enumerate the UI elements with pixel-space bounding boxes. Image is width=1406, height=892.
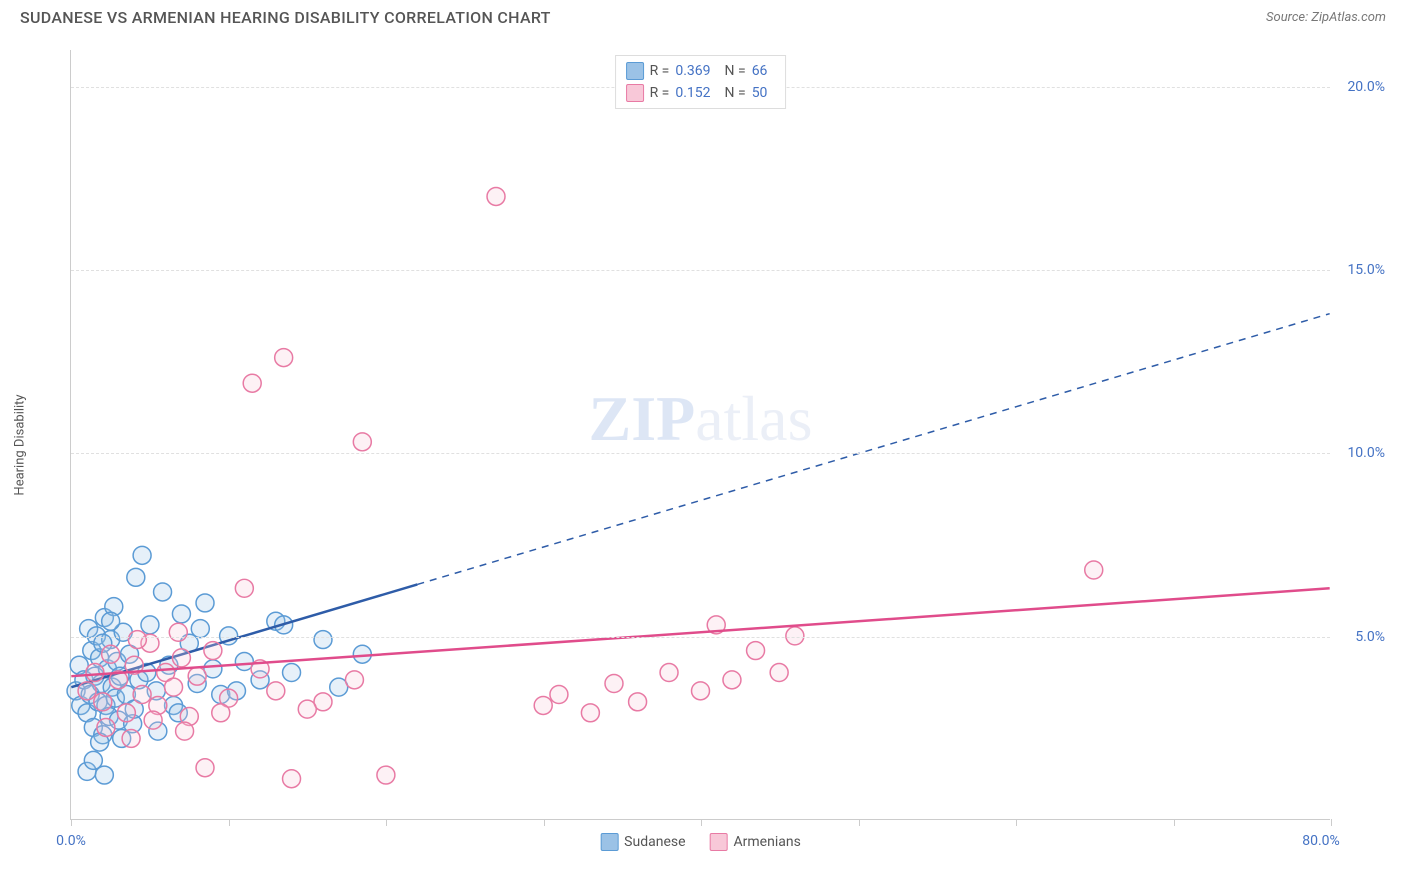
scatter-point-armenians [243,374,261,392]
scatter-point-armenians [605,675,623,693]
scatter-point-armenians [550,686,568,704]
n-label: N = [725,85,746,101]
x-tick-label: 0.0% [56,833,86,849]
y-tick-label: 5.0% [1355,629,1385,645]
x-tick [1174,819,1175,826]
grid-line [71,270,1330,271]
r-value-sudanese: 0.369 [675,63,710,79]
scatter-point-armenians [723,671,741,689]
scatter-point-armenians [629,693,647,711]
y-tick-label: 10.0% [1347,445,1385,461]
scatter-point-sudanese [127,568,145,586]
n-value-armenians: 50 [752,85,768,101]
legend-swatch-armenians-bottom [710,833,728,851]
scatter-point-armenians [165,678,183,696]
legend-correlation-box: R = 0.369 N = 66 R = 0.152 N = 50 [615,55,787,109]
scatter-point-armenians [660,664,678,682]
x-tick [1016,819,1017,826]
scatter-point-armenians [169,623,187,641]
scatter-point-sudanese [196,594,214,612]
legend-swatch-sudanese [626,62,644,80]
legend-swatch-sudanese-bottom [600,833,618,851]
scatter-point-armenians [345,671,363,689]
scatter-point-armenians [692,682,710,700]
legend-swatch-armenians [626,84,644,102]
scatter-point-armenians [133,686,151,704]
scatter-point-sudanese [283,664,301,682]
scatter-point-armenians [534,696,552,714]
scatter-point-armenians [267,682,285,700]
source-attribution: Source: ZipAtlas.com [1266,10,1386,25]
scatter-point-armenians [78,682,96,700]
y-axis-label: Hearing Disability [13,394,28,495]
plot-area: ZIPatlas R = 0.369 N = 66 R = 0.152 N = … [70,50,1330,820]
scatter-point-armenians [212,704,230,722]
legend-item-armenians: Armenians [710,833,801,851]
scatter-point-sudanese [141,616,159,634]
scatter-point-armenians [275,349,293,367]
scatter-point-armenians [1085,561,1103,579]
legend-label-sudanese: Sudanese [624,834,685,850]
plot-svg [71,50,1330,819]
scatter-point-armenians [283,770,301,788]
grid-line [71,637,1330,638]
legend-item-sudanese: Sudanese [600,833,685,851]
scatter-point-sudanese [191,620,209,638]
scatter-point-armenians [353,433,371,451]
scatter-point-armenians [176,722,194,740]
y-tick-label: 15.0% [1347,262,1385,278]
legend-label-armenians: Armenians [734,834,801,850]
y-tick-label: 20.0% [1347,79,1385,95]
scatter-point-armenians [128,631,146,649]
n-value-sudanese: 66 [752,63,768,79]
scatter-point-armenians [86,664,104,682]
x-tick [386,819,387,826]
scatter-point-armenians [196,759,214,777]
scatter-point-armenians [117,704,135,722]
scatter-point-armenians [235,579,253,597]
scatter-point-armenians [204,642,222,660]
scatter-point-armenians [487,187,505,205]
x-tick [859,819,860,826]
scatter-point-sudanese [133,546,151,564]
r-label: R = [650,85,670,101]
scatter-point-sudanese [154,583,172,601]
scatter-point-armenians [298,700,316,718]
scatter-point-armenians [94,693,112,711]
r-value-armenians: 0.152 [675,85,710,101]
chart-title: SUDANESE VS ARMENIAN HEARING DISABILITY … [20,8,551,27]
legend-bottom: Sudanese Armenians [600,833,801,851]
trend-line-dashed-sudanese [417,314,1329,585]
scatter-point-sudanese [102,612,120,630]
x-tick [544,819,545,826]
legend-row-armenians: R = 0.152 N = 50 [626,82,776,104]
scatter-point-armenians [144,711,162,729]
scatter-point-armenians [102,645,120,663]
n-label: N = [725,63,746,79]
scatter-point-armenians [97,718,115,736]
x-tick [71,819,72,826]
scatter-point-sudanese [95,766,113,784]
chart-container: Hearing Disability ZIPatlas R = 0.369 N … [50,50,1380,840]
scatter-point-sudanese [314,631,332,649]
grid-line [71,453,1330,454]
legend-row-sudanese: R = 0.369 N = 66 [626,60,776,82]
scatter-point-armenians [377,766,395,784]
r-label: R = [650,63,670,79]
x-tick [229,819,230,826]
scatter-point-armenians [747,642,765,660]
x-tick [1331,819,1332,826]
scatter-point-armenians [770,664,788,682]
scatter-point-armenians [188,667,206,685]
scatter-point-armenians [172,649,190,667]
scatter-point-armenians [581,704,599,722]
scatter-point-sudanese [172,605,190,623]
x-tick [701,819,702,826]
x-tick-label: 80.0% [1302,833,1340,849]
scatter-point-armenians [122,729,140,747]
